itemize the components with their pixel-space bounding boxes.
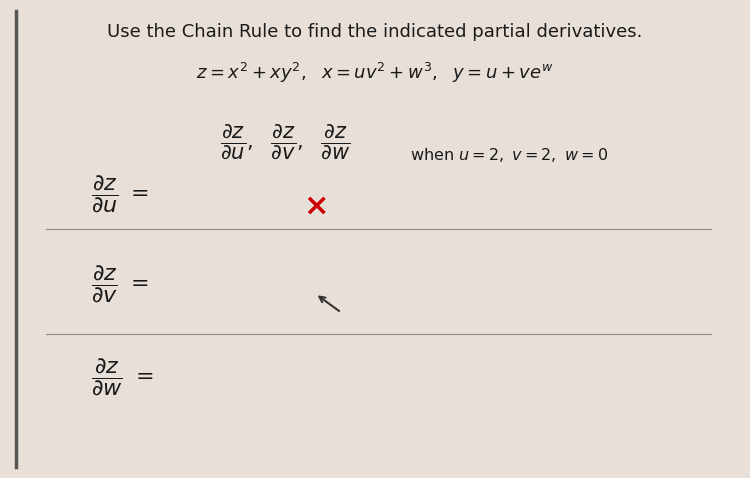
Text: when $u = 2,\ v = 2,\ w = 0$: when $u = 2,\ v = 2,\ w = 0$ [410, 146, 608, 164]
Text: $\dfrac{\partial z}{\partial v}\ =$: $\dfrac{\partial z}{\partial v}\ =$ [91, 263, 148, 305]
Text: $\dfrac{\partial z}{\partial u}\ =$: $\dfrac{\partial z}{\partial u}\ =$ [91, 173, 149, 215]
Text: $\dfrac{\partial z}{\partial w}\ =$: $\dfrac{\partial z}{\partial w}\ =$ [91, 356, 153, 398]
Text: $\mathbf{\times}$: $\mathbf{\times}$ [303, 191, 327, 220]
Text: $\dfrac{\partial z}{\partial u},\ \ \dfrac{\partial z}{\partial v},\ \ \dfrac{\p: $\dfrac{\partial z}{\partial u},\ \ \dfr… [220, 122, 351, 162]
Text: $z = x^2 + xy^2,\ \ x = uv^2 + w^3,\ \ y = u + ve^w$: $z = x^2 + xy^2,\ \ x = uv^2 + w^3,\ \ y… [196, 61, 554, 85]
Text: Use the Chain Rule to find the indicated partial derivatives.: Use the Chain Rule to find the indicated… [107, 23, 643, 41]
